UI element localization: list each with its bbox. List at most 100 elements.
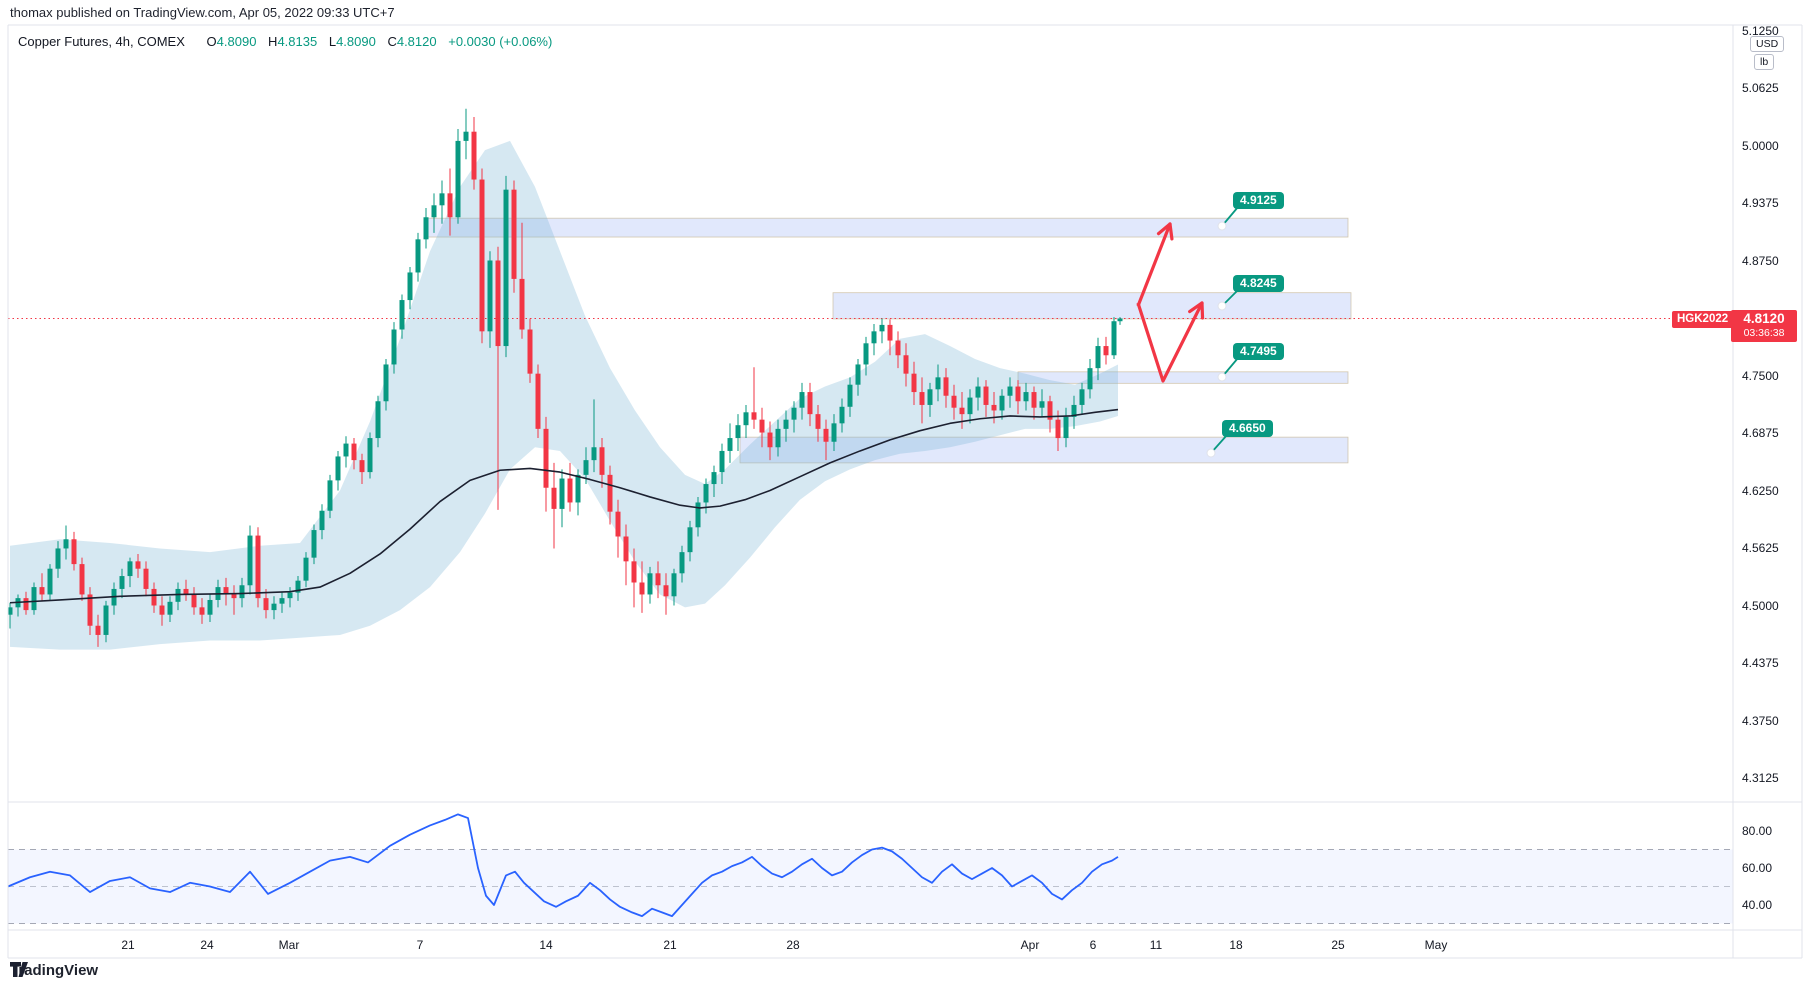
legend-close-value: 4.8120 — [396, 34, 437, 49]
candle-body — [431, 205, 437, 218]
candle-body — [207, 599, 213, 615]
time-tick-label: 14 — [539, 938, 553, 952]
last-price-value: 4.8120 — [1743, 311, 1785, 326]
candle-body — [639, 582, 645, 595]
candle-body — [471, 131, 477, 180]
candle-body — [343, 443, 349, 457]
candle-body — [887, 324, 893, 341]
candle-body — [911, 373, 917, 393]
price-level-badge: 4.6650 — [1222, 420, 1273, 437]
candle-body — [959, 407, 965, 415]
candle-body — [295, 580, 301, 593]
unit-lb-button[interactable]: lb — [1754, 54, 1775, 70]
candle-body — [95, 625, 101, 635]
candle-body — [31, 587, 37, 611]
candle-body — [967, 397, 973, 415]
legend-high-value: 4.8135 — [277, 34, 318, 49]
candle-body — [751, 412, 757, 420]
candle-body — [871, 331, 877, 344]
candle-body — [359, 460, 365, 473]
candle-body — [775, 428, 781, 448]
candle-body — [783, 419, 789, 429]
candle-body — [663, 585, 669, 597]
candle-body — [487, 260, 493, 332]
zone-anchor-dot[interactable] — [1217, 301, 1227, 311]
arrow-head — [1188, 301, 1204, 314]
tradingview-logo[interactable]: TradingView — [10, 962, 98, 979]
countdown-timer: 03:36:38 — [1743, 327, 1785, 339]
currency-usd-button[interactable]: USD — [1750, 36, 1785, 52]
candle-body — [231, 594, 237, 599]
candle-body — [271, 603, 277, 611]
candle-body — [599, 447, 605, 475]
zone-rect — [1017, 371, 1349, 384]
candle-body — [711, 472, 717, 485]
candle-body — [799, 392, 805, 408]
time-tick-label: 7 — [416, 938, 424, 952]
candle-body — [1023, 392, 1029, 402]
candle-body — [519, 278, 525, 330]
time-tick-label: 24 — [200, 938, 214, 952]
legend-symbol-title: Copper Futures, 4h, COMEX — [18, 34, 185, 49]
candle-body — [287, 592, 293, 599]
candle-body — [151, 588, 157, 606]
zone-anchor-dot[interactable] — [1217, 221, 1227, 231]
candle-body — [191, 594, 197, 608]
candle-body — [199, 607, 205, 615]
candle-body — [119, 576, 125, 589]
price-tick-label: 4.6875 — [1742, 426, 1779, 440]
candle-body — [47, 568, 53, 595]
time-tick-label: 25 — [1331, 938, 1345, 952]
candle-body — [439, 193, 445, 206]
arrow-head — [1156, 222, 1172, 236]
price-level-badge: 4.9125 — [1233, 192, 1284, 209]
candle-body — [975, 386, 981, 398]
legend-change-value: +0.0030 (+0.06%) — [448, 34, 553, 49]
candle-body — [327, 480, 333, 511]
arrow-head — [1200, 301, 1205, 320]
time-tick-label: 11 — [1149, 938, 1163, 952]
candle-body — [167, 601, 173, 615]
price-tick-label: 4.3125 — [1742, 771, 1779, 785]
candle-body — [479, 179, 485, 332]
candle-body — [679, 552, 685, 574]
candle-body — [279, 598, 285, 604]
candle-body — [847, 384, 853, 407]
candle-body — [407, 272, 413, 301]
candle-body — [247, 535, 253, 586]
candle-body — [623, 536, 629, 562]
symbol-legend: Copper Futures, 4h, COMEX O4.8090 H4.813… — [18, 34, 552, 49]
price-tick-label: 4.9375 — [1742, 196, 1779, 210]
candle-body — [807, 392, 813, 415]
candle-body — [655, 573, 661, 586]
candle-body — [223, 587, 229, 595]
time-tick-label: Apr — [1020, 938, 1040, 952]
candle-body — [367, 438, 373, 473]
indicator-tick-label: 40.00 — [1742, 898, 1773, 912]
price-tick-label: 4.6250 — [1742, 483, 1779, 498]
moving-average-line — [9, 408, 1119, 604]
candle-body — [583, 460, 589, 475]
rsi-line — [7, 813, 1119, 917]
price-tick-label: 5.1250 — [1742, 23, 1779, 38]
candle-body — [591, 447, 597, 461]
candle-body — [631, 561, 637, 583]
candle-body — [335, 456, 341, 481]
candle-body — [239, 585, 245, 599]
zone-anchor-dot[interactable] — [1217, 372, 1227, 382]
candle-body — [863, 343, 869, 365]
last-price-badge: 4.8120 03:36:38 — [1731, 310, 1797, 342]
tradingview-logo-icon — [10, 962, 28, 977]
candle-body — [879, 324, 885, 332]
candle-body — [7, 607, 13, 615]
candle-body — [455, 140, 461, 218]
price-tick-label: 4.7500 — [1742, 368, 1779, 383]
legend-low-label: L — [328, 34, 337, 49]
zone-anchor-dot[interactable] — [1206, 448, 1216, 458]
indicator-tick-label: 80.00 — [1742, 824, 1773, 838]
candle-body — [303, 557, 309, 581]
candle-body — [495, 260, 501, 347]
candle-body — [895, 340, 901, 356]
